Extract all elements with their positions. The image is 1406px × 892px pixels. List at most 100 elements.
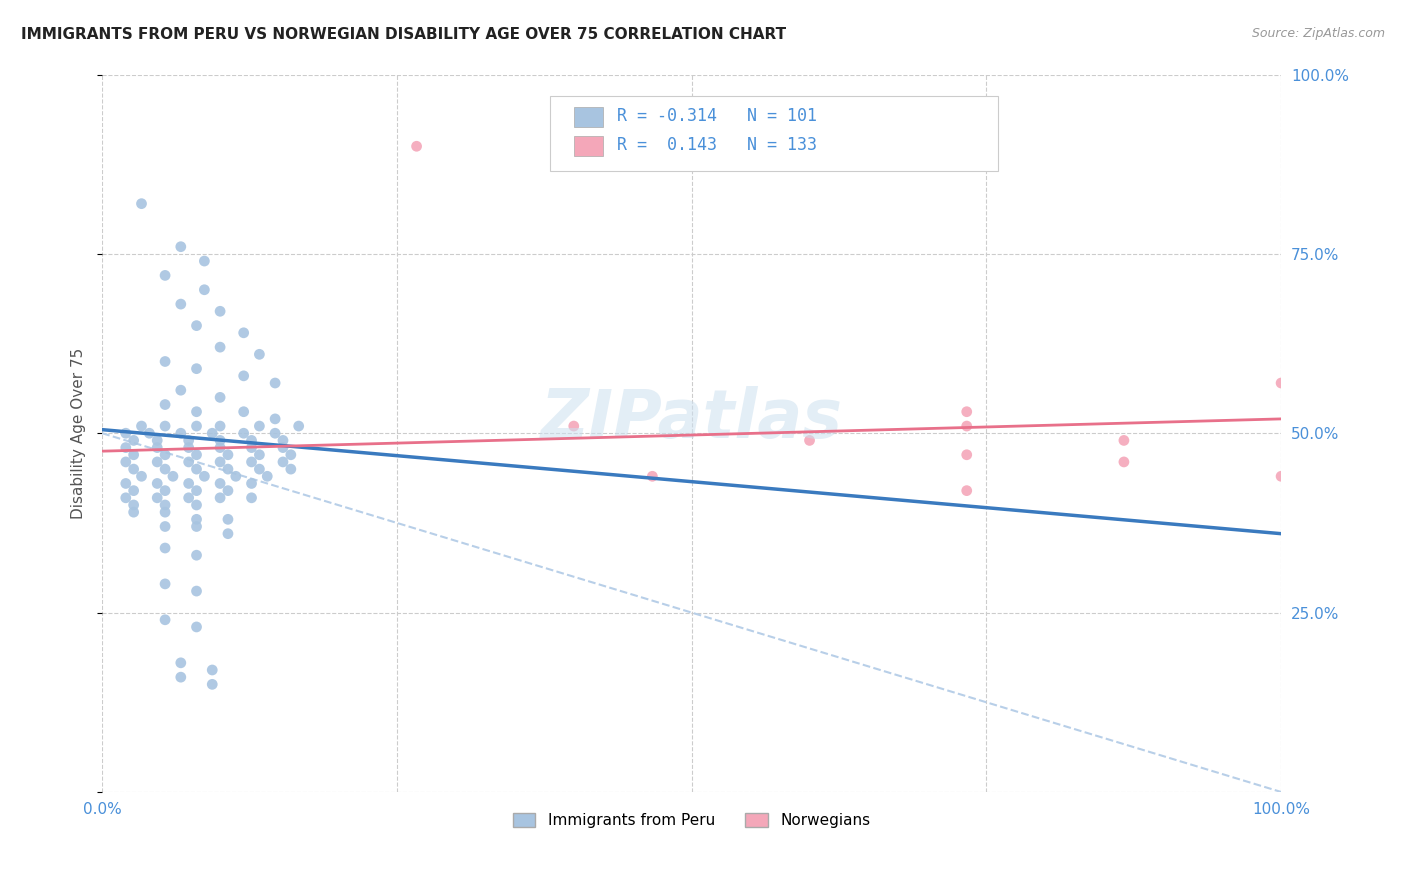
Point [209,441,232,455]
Point [193,283,215,297]
Point [209,340,232,354]
Point [240,476,263,491]
Point [217,448,239,462]
Point [271,441,294,455]
Point [170,240,193,254]
Point [209,304,232,318]
Point [186,419,208,434]
Point [122,462,145,476]
Point [177,434,200,448]
Point [122,434,145,448]
Point [209,476,232,491]
Point [225,469,247,483]
Point [280,448,302,462]
Point [956,448,979,462]
Point [232,405,254,419]
Point [209,455,232,469]
Point [170,383,193,397]
Point [193,469,215,483]
Y-axis label: Disability Age Over 75: Disability Age Over 75 [72,348,86,519]
Point [114,426,136,441]
Point [131,196,153,211]
Point [247,419,270,434]
Point [247,462,270,476]
Point [122,498,145,512]
Point [146,434,169,448]
Text: IMMIGRANTS FROM PERU VS NORWEGIAN DISABILITY AGE OVER 75 CORRELATION CHART: IMMIGRANTS FROM PERU VS NORWEGIAN DISABI… [21,27,786,42]
Point [170,297,193,311]
Point [146,491,169,505]
Point [131,469,153,483]
Point [240,455,263,469]
Point [153,519,176,533]
Bar [574,107,603,127]
Point [247,347,270,361]
Point [186,498,208,512]
Point [153,577,176,591]
Point [170,670,193,684]
Point [186,512,208,526]
Point [232,326,254,340]
Point [232,426,254,441]
Point [114,441,136,455]
Point [186,318,208,333]
Point [153,613,176,627]
Point [170,656,193,670]
Point [264,426,287,441]
Point [193,254,215,268]
Point [186,519,208,533]
Point [153,448,176,462]
Point [209,491,232,505]
Point [256,469,278,483]
Point [562,419,585,434]
Point [153,505,176,519]
Point [1348,419,1371,434]
Point [153,498,176,512]
Point [217,512,239,526]
FancyBboxPatch shape [550,96,998,171]
Point [271,455,294,469]
Point [186,448,208,462]
Point [114,491,136,505]
Point [264,376,287,390]
Text: R =  0.143   N = 133: R = 0.143 N = 133 [617,136,817,153]
Point [177,455,200,469]
Point [232,368,254,383]
Point [247,448,270,462]
Point [217,462,239,476]
Point [271,434,294,448]
Point [240,441,263,455]
Point [153,268,176,283]
Point [799,434,821,448]
Point [201,426,224,441]
Point [153,354,176,368]
Point [162,469,184,483]
Point [153,483,176,498]
Point [201,663,224,677]
Legend: Immigrants from Peru, Norwegians: Immigrants from Peru, Norwegians [506,807,877,835]
Point [217,526,239,541]
Point [122,448,145,462]
Point [186,483,208,498]
Point [170,426,193,441]
Point [240,434,263,448]
Point [146,441,169,455]
Text: Source: ZipAtlas.com: Source: ZipAtlas.com [1251,27,1385,40]
Point [287,419,309,434]
Point [146,476,169,491]
Point [138,426,160,441]
Point [186,548,208,562]
Point [209,390,232,404]
Point [153,419,176,434]
Point [153,462,176,476]
Point [186,361,208,376]
Point [201,677,224,691]
Point [153,541,176,555]
Point [177,441,200,455]
Point [131,419,153,434]
Point [240,491,263,505]
Point [146,455,169,469]
Point [114,455,136,469]
Point [1112,455,1135,469]
Point [186,462,208,476]
